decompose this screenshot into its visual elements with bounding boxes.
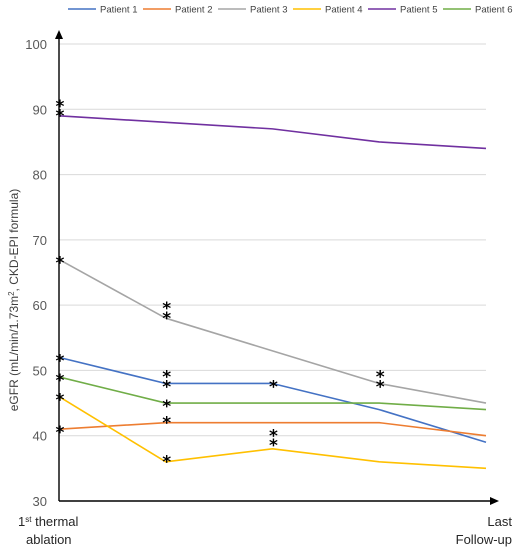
- series-lines: [58, 115, 487, 470]
- significance-star: *: [56, 423, 65, 443]
- significance-star: *: [162, 377, 171, 397]
- chart-legend: Patient 1 Patient 2 Patient 3 Patient 4 Pati…: [68, 5, 513, 16]
- series-line-patient-6: [58, 376, 487, 411]
- y-tick-labels: 30 40 50 60 70 80 90 100: [25, 37, 47, 509]
- significance-star: *: [56, 253, 65, 273]
- series-line-patient-3: [58, 258, 487, 404]
- y-tick-label: 50: [33, 363, 47, 378]
- y-axis-label: eGFR (mL/min/1.73m2, CKD-EPI formula): [7, 189, 22, 412]
- significance-star: *: [56, 107, 65, 127]
- significance-star: *: [56, 97, 65, 117]
- significance-markers: *******************: [56, 97, 385, 473]
- significance-star: *: [162, 397, 171, 417]
- series-line-patient-4: [58, 395, 487, 470]
- series-line-patient-5: [58, 115, 487, 150]
- y-tick-label: 60: [33, 298, 47, 313]
- y-tick-label: 100: [25, 37, 47, 52]
- significance-star: *: [269, 436, 278, 456]
- series-line-patient-2: [58, 421, 487, 437]
- significance-star: *: [162, 299, 171, 319]
- y-tick-label: 80: [33, 168, 47, 183]
- legend-label: Patient 5: [400, 5, 438, 16]
- x-axis-arrow: [490, 497, 499, 505]
- y-tick-label: 70: [33, 233, 47, 248]
- legend-label: Patient 2: [175, 5, 213, 16]
- x-category-label: Last: [487, 514, 512, 529]
- y-tick-label: 40: [33, 429, 47, 444]
- series-line-patient-1: [58, 356, 487, 444]
- x-category-label: 1st thermal: [18, 514, 79, 529]
- legend-label: Patient 4: [325, 5, 363, 16]
- legend-label: Patient 3: [250, 5, 288, 16]
- significance-star: *: [269, 426, 278, 446]
- significance-star: *: [376, 368, 385, 388]
- significance-star: *: [56, 351, 65, 371]
- significance-star: *: [162, 368, 171, 388]
- significance-star: *: [162, 453, 171, 473]
- significance-star: *: [56, 391, 65, 411]
- x-category-label-line2: Follow-up: [456, 532, 512, 547]
- significance-star: *: [56, 371, 65, 391]
- legend-label: Patient 6: [475, 5, 513, 16]
- significance-star: *: [162, 309, 171, 329]
- significance-star: *: [376, 377, 385, 397]
- y-tick-label: 30: [33, 494, 47, 509]
- y-tick-label: 90: [33, 102, 47, 117]
- x-category-label-line2: ablation: [26, 532, 72, 547]
- y-axis-arrow: [55, 30, 63, 39]
- significance-star: *: [269, 377, 278, 397]
- x-category-labels: 1st thermal ablation Last Follow-up: [18, 514, 512, 547]
- grid-lines: [59, 43, 486, 437]
- legend-label: Patient 1: [100, 5, 138, 16]
- chart-axes: [55, 30, 499, 505]
- significance-star: *: [162, 413, 171, 433]
